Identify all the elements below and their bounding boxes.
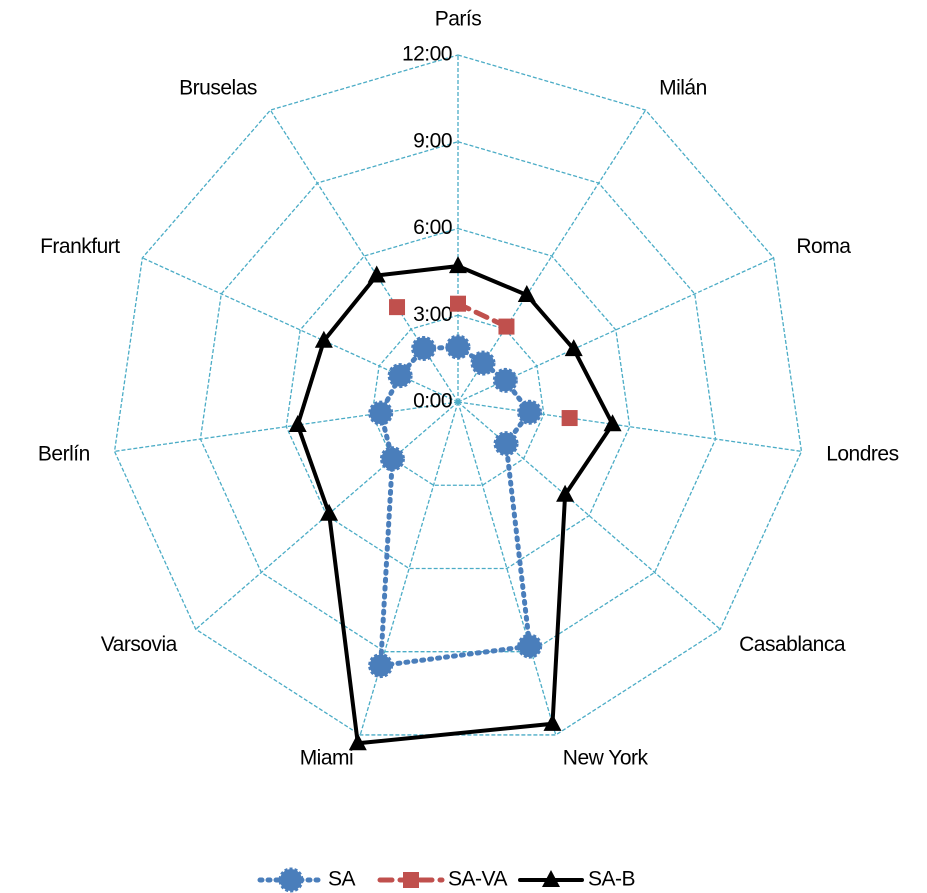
legend-marker [542,870,560,887]
marker [389,299,406,316]
category-label: Frankfurt [40,235,120,258]
marker [517,284,536,302]
marker [445,334,471,360]
category-label: Miami [300,746,354,769]
category-label: New York [563,746,649,769]
marker [556,484,575,502]
marker [492,367,518,393]
category-label: Milán [659,77,707,100]
spoke [114,401,459,453]
r-tick-label: 6:00 [413,216,452,239]
legend-label: SA [328,868,356,891]
marker [498,318,515,335]
marker [348,733,367,751]
marker [320,503,339,521]
r-tick-label: 0:00 [413,390,452,413]
marker [411,335,437,361]
marker [517,633,543,659]
marker [517,399,543,425]
category-label: Roma [796,235,851,258]
marker [603,414,622,432]
series-line [377,344,533,669]
r-tick-label: 3:00 [413,303,452,326]
r-tick-label: 12:00 [402,43,452,66]
marker [470,350,496,376]
r-tick-label: 9:00 [413,129,452,152]
marker [379,446,405,472]
marker [314,330,333,348]
legend-label: SA-VA [448,868,507,891]
marker [387,363,413,389]
marker [564,339,583,357]
legend-marker [403,872,419,888]
marker [543,713,562,731]
legend-label: SA-B [588,868,635,891]
spoke [195,401,459,630]
marker [561,410,578,427]
spoke [359,401,459,736]
grid-ring [199,141,717,653]
marker [368,400,394,426]
marker [367,265,386,283]
marker [449,256,467,274]
marker [288,415,307,433]
category-label: París [435,8,482,31]
category-label: Bruselas [179,77,257,100]
category-label: Berlín [38,442,90,465]
spoke [457,401,802,453]
series [389,295,578,427]
marker [368,653,394,679]
marker [450,295,466,312]
spoke [457,401,557,736]
category-label: Casablanca [739,633,846,656]
grid-ring [285,227,631,570]
category-label: Londres [826,442,898,465]
legend-marker [278,867,304,893]
marker [493,431,519,457]
series-line [295,264,615,746]
series [288,256,622,751]
category-label: Varsovia [101,633,178,656]
series [368,334,543,679]
